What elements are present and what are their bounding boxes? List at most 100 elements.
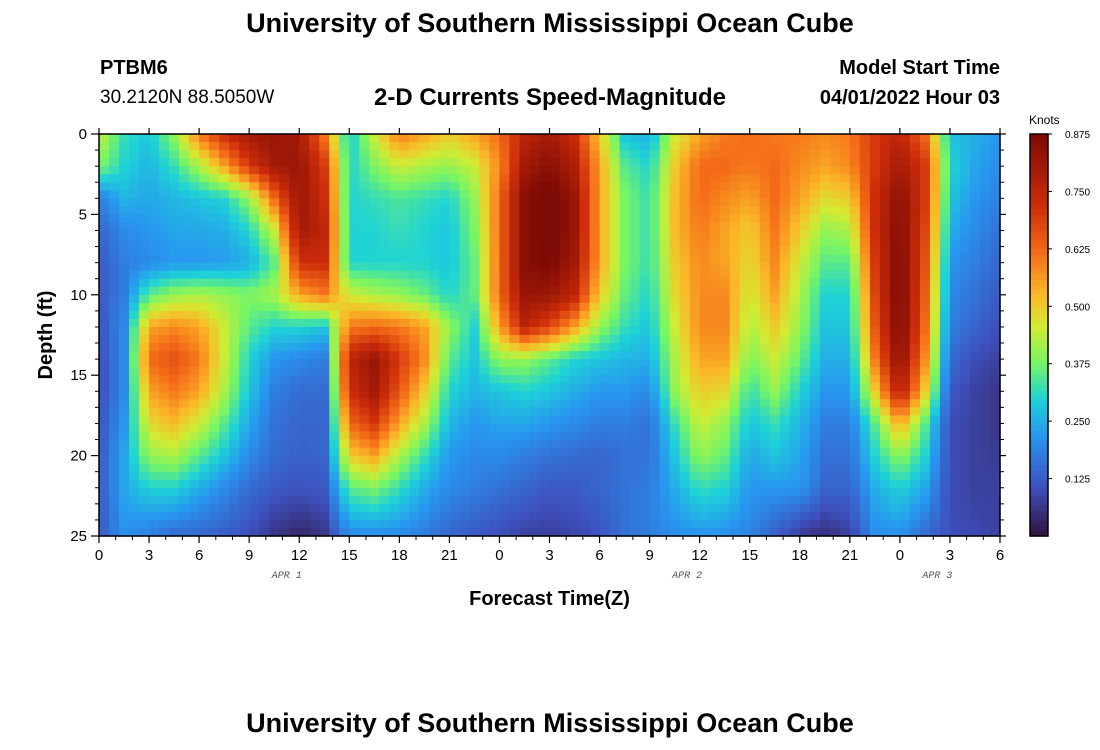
heatmap-cell xyxy=(839,294,851,304)
heatmap-cell xyxy=(929,166,941,175)
heatmap-cell xyxy=(279,415,290,425)
heatmap-cell xyxy=(879,431,891,441)
heatmap-cell xyxy=(739,294,751,304)
heatmap-cell xyxy=(799,222,811,232)
heatmap-cell xyxy=(139,503,150,513)
heatmap-cell xyxy=(449,238,460,248)
heatmap-cell xyxy=(359,270,370,280)
heatmap-cell xyxy=(379,310,390,320)
heatmap-cell xyxy=(189,391,200,400)
heatmap-cell xyxy=(239,415,250,425)
heatmap-cell xyxy=(799,415,811,425)
heatmap-cell xyxy=(519,447,531,457)
heatmap-cell xyxy=(989,262,1001,272)
heatmap-cell xyxy=(779,431,791,441)
heatmap-cell xyxy=(749,343,761,352)
heatmap-cell xyxy=(249,230,260,240)
heatmap-cell xyxy=(939,495,951,505)
heatmap-cell xyxy=(939,335,951,344)
heatmap-cell xyxy=(449,479,460,489)
heatmap-cell xyxy=(919,310,931,320)
heatmap-cell xyxy=(139,198,150,207)
heatmap-cell xyxy=(469,431,481,441)
heatmap-cell xyxy=(489,174,501,183)
heatmap-cell xyxy=(609,423,621,433)
heatmap-cell xyxy=(829,294,841,304)
heatmap-cell xyxy=(599,254,611,264)
heatmap-cell xyxy=(509,326,521,336)
heatmap-cell xyxy=(509,487,521,497)
heatmap-cell xyxy=(289,447,300,457)
heatmap-cell xyxy=(979,222,991,232)
heatmap-cell xyxy=(549,431,561,441)
heatmap-cell xyxy=(369,150,380,159)
heatmap-cell xyxy=(979,431,991,441)
heatmap-cell xyxy=(349,278,360,288)
heatmap-cell xyxy=(909,487,921,497)
heatmap-cell xyxy=(189,278,200,288)
heatmap-cell xyxy=(519,495,531,505)
heatmap-cell xyxy=(209,359,220,368)
heatmap-cell xyxy=(429,270,440,280)
heatmap-cell xyxy=(819,447,831,457)
heatmap-cell xyxy=(209,190,220,199)
heatmap-cell xyxy=(659,423,671,433)
heatmap-cell xyxy=(299,383,310,392)
heatmap-cell xyxy=(329,174,340,183)
heatmap-cell xyxy=(869,134,881,143)
heatmap-cell xyxy=(649,222,661,232)
heatmap-cell xyxy=(829,463,841,473)
heatmap-cell xyxy=(559,142,571,151)
heatmap-cell xyxy=(169,423,180,433)
heatmap-cell xyxy=(989,286,1001,296)
heatmap-cell xyxy=(529,479,541,489)
heatmap-cell xyxy=(119,495,130,505)
heatmap-cell xyxy=(589,286,601,296)
heatmap-cell xyxy=(679,278,691,288)
heatmap-cell xyxy=(579,302,591,312)
heatmap-cell xyxy=(359,359,370,368)
heatmap-cell xyxy=(909,222,921,232)
heatmap-cell xyxy=(689,206,701,215)
heatmap-cell xyxy=(449,278,460,288)
heatmap-cell xyxy=(759,270,771,280)
heatmap-cell xyxy=(549,278,561,288)
heatmap-cell xyxy=(759,375,771,384)
heatmap-cell xyxy=(819,415,831,425)
heatmap-cell xyxy=(809,166,821,175)
heatmap-cell xyxy=(819,503,831,513)
heatmap-cell xyxy=(619,439,631,449)
heatmap-cell xyxy=(519,230,531,240)
heatmap-cell xyxy=(159,286,170,296)
heatmap-cell xyxy=(189,246,200,256)
heatmap-cell xyxy=(949,230,961,240)
heatmap-cell xyxy=(199,415,210,425)
heatmap-cell xyxy=(849,407,861,416)
heatmap-cell xyxy=(429,495,440,505)
heatmap-cell xyxy=(529,423,541,433)
heatmap-cell xyxy=(809,487,821,497)
heatmap-cell xyxy=(579,503,591,513)
heatmap-cell xyxy=(479,343,491,352)
heatmap-cell xyxy=(99,527,110,537)
heatmap-cell xyxy=(729,214,741,224)
heatmap-cell xyxy=(179,351,190,360)
heatmap-cell xyxy=(939,246,951,256)
heatmap-cell xyxy=(479,479,491,489)
heatmap-cell xyxy=(689,503,701,513)
heatmap-cell xyxy=(339,527,350,537)
heatmap-cell xyxy=(799,310,811,320)
heatmap-cell xyxy=(619,302,631,312)
heatmap-cell xyxy=(959,134,971,143)
heatmap-cell xyxy=(279,230,290,240)
heatmap-cell xyxy=(359,214,370,224)
heatmap-cell xyxy=(809,142,821,151)
heatmap-cell xyxy=(309,190,320,199)
heatmap-cell xyxy=(769,447,781,457)
heatmap-cell xyxy=(859,310,871,320)
heatmap-cell xyxy=(389,415,400,425)
heatmap-cell xyxy=(299,166,310,175)
heatmap-cell xyxy=(439,511,450,521)
heatmap-cell xyxy=(149,439,160,449)
heatmap-cell xyxy=(729,495,741,505)
